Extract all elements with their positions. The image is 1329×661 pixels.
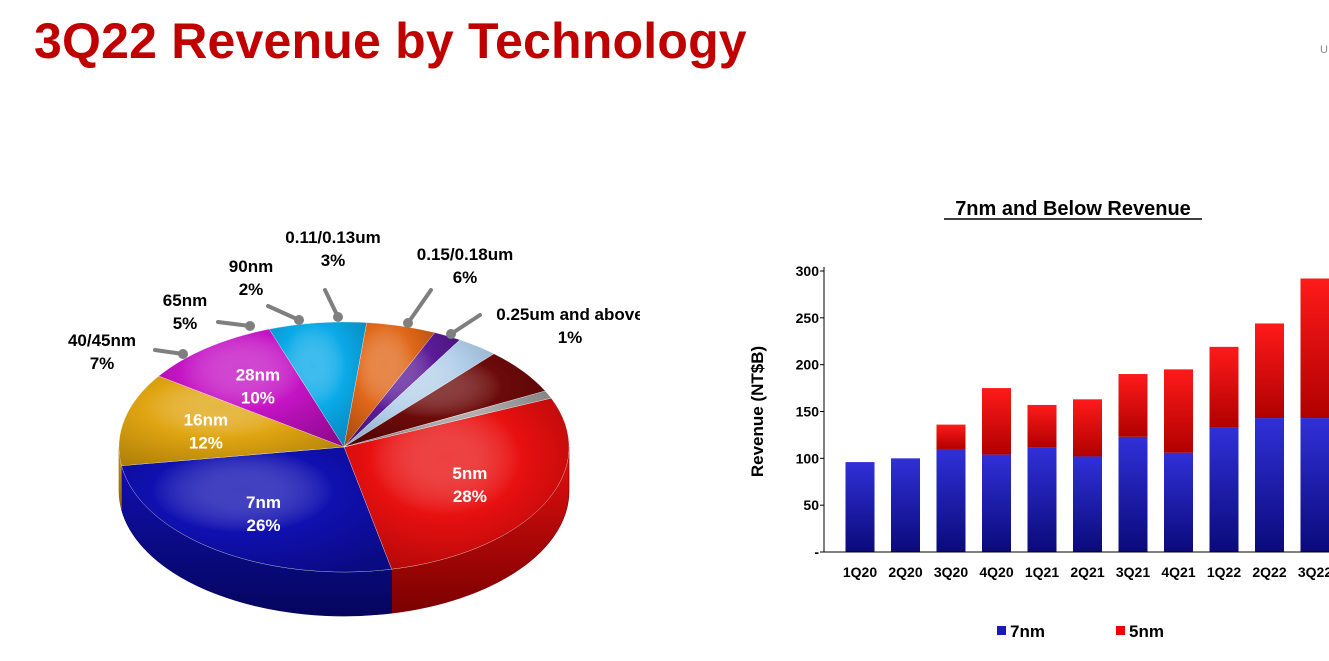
bar-7nm-2q20 bbox=[891, 458, 920, 552]
x-tick-label: 2Q20 bbox=[888, 564, 922, 580]
pie-leader-dot-0-25um-and-above bbox=[446, 329, 456, 339]
pie-leader-dot-90nm bbox=[294, 315, 304, 325]
pie-slice-shade-40-45nm bbox=[269, 322, 367, 447]
bar-7nm-4q20 bbox=[982, 454, 1011, 552]
pie-label-7nm: 7nm bbox=[246, 493, 281, 512]
pie-value-7nm: 26% bbox=[246, 516, 280, 535]
y-tick-label: 100 bbox=[796, 450, 820, 466]
pie-label-90nm: 90nm bbox=[229, 257, 273, 276]
pie-value-28nm: 10% bbox=[241, 388, 275, 407]
legend-swatch-7nm bbox=[997, 626, 1006, 635]
pie-value-16nm: 12% bbox=[189, 433, 223, 452]
pie-value-0-15-0-18um: 6% bbox=[453, 268, 478, 287]
pie-value-40-45nm: 7% bbox=[90, 354, 115, 373]
bars bbox=[845, 278, 1329, 552]
bar-5nm-3q22 bbox=[1300, 278, 1329, 419]
pie-slice-shade-65nm bbox=[344, 322, 435, 447]
bar-7nm-3q22 bbox=[1300, 418, 1329, 552]
x-tick-label: 1Q20 bbox=[843, 564, 877, 580]
corner-mark: U bbox=[1320, 44, 1328, 56]
pie-label-65nm: 65nm bbox=[163, 291, 207, 310]
pie-value-5nm: 28% bbox=[453, 487, 487, 506]
revenue-by-technology-pie-chart: 5nm 28% 7nm 26% 16nm 12% 28nm 10% 40/45nm 7% 65nm 5… bbox=[68, 228, 640, 617]
pie-slice-shade-28nm bbox=[158, 329, 344, 447]
pie-label-40-45nm: 40/45nm bbox=[68, 331, 136, 350]
bar-5nm-2q22 bbox=[1255, 323, 1284, 419]
pie-slice-shade-16nm bbox=[119, 376, 344, 466]
legend-label-7nm: 7nm bbox=[1010, 622, 1045, 641]
x-tick-label: 3Q22 bbox=[1298, 564, 1329, 580]
pie-value-90nm: 2% bbox=[239, 280, 264, 299]
pie-leader-dot-40-45nm bbox=[178, 349, 188, 359]
pie-label-5nm: 5nm bbox=[452, 464, 487, 483]
pie-slice-shade-90nm bbox=[344, 332, 460, 447]
pie-leader-90nm bbox=[266, 304, 301, 322]
pie-value-0-11-0-13um: 3% bbox=[321, 251, 346, 270]
x-tick-label: 2Q22 bbox=[1252, 564, 1286, 580]
pie-slice-shade-0-11-0-13um bbox=[344, 339, 494, 447]
y-tick-label: 300 bbox=[796, 263, 820, 279]
x-tick-label: 1Q22 bbox=[1207, 564, 1241, 580]
x-tick-label: 3Q21 bbox=[1116, 564, 1150, 580]
pie-leader-0-15-0-18um bbox=[406, 288, 433, 325]
bar-7nm-4q21 bbox=[1164, 452, 1193, 552]
bar-7nm-2q21 bbox=[1073, 456, 1102, 552]
bar-7nm-2q22 bbox=[1255, 418, 1284, 552]
bar-5nm-3q21 bbox=[1118, 374, 1148, 437]
pie-slice-shade-5nm bbox=[344, 398, 569, 570]
pie-label-16nm: 16nm bbox=[184, 410, 228, 429]
page-title: 3Q22 Revenue by Technology bbox=[34, 13, 747, 69]
y-axis-label: Revenue (NT$B) bbox=[748, 346, 767, 477]
x-tick-label: 3Q20 bbox=[934, 564, 968, 580]
bar-5nm-4q20 bbox=[982, 388, 1011, 455]
bar-5nm-4q21 bbox=[1164, 369, 1193, 453]
pie-label-28nm: 28nm bbox=[236, 365, 280, 384]
pie-value-0-25um-and-above: 1% bbox=[558, 328, 583, 347]
x-tick-label: 1Q21 bbox=[1025, 564, 1059, 580]
pie-value-65nm: 5% bbox=[173, 314, 198, 333]
x-tick-label: 4Q21 bbox=[1161, 564, 1195, 580]
legend-label-5nm: 5nm bbox=[1129, 622, 1164, 641]
pie-leader-dot-0-11-0-13um bbox=[333, 312, 343, 322]
y-tick-label: 200 bbox=[796, 357, 820, 373]
seven-nm-and-below-bar-chart: 7nm and Below Revenue Revenue (NT$B) - 50 10… bbox=[748, 198, 1329, 641]
pie-top-faces bbox=[118, 321, 570, 573]
bar-5nm-1q21 bbox=[1027, 404, 1057, 448]
bar-5nm-1q22 bbox=[1209, 346, 1239, 428]
pie-leader-0-25um-and-above bbox=[449, 313, 482, 336]
pie-leader-dot-65nm bbox=[245, 321, 255, 331]
x-tick-label: 2Q21 bbox=[1070, 564, 1104, 580]
pie-slice-shade-0-25um-and-above bbox=[344, 391, 552, 447]
pie-label-0-11-0-13um: 0.11/0.13um bbox=[285, 228, 380, 247]
pie-slice-shade-0-15-0-18um bbox=[344, 353, 546, 447]
bar-5nm-2q21 bbox=[1073, 399, 1102, 457]
pie-label-0-25um-and-above: 0.25um and above bbox=[496, 305, 640, 324]
y-tick-label: 150 bbox=[796, 404, 820, 420]
bar-5nm-3q20 bbox=[936, 424, 966, 449]
pie-slice-shade-7nm bbox=[121, 447, 392, 572]
bar-7nm-1q20 bbox=[845, 462, 875, 552]
bar-7nm-1q22 bbox=[1209, 427, 1239, 552]
bar-chart-title: 7nm and Below Revenue bbox=[955, 198, 1191, 220]
pie-leader-65nm bbox=[216, 320, 252, 328]
x-tick-label: 4Q20 bbox=[979, 564, 1013, 580]
y-tick-label: - bbox=[814, 544, 819, 560]
pie-leader-dot-0-15-0-18um bbox=[403, 318, 413, 328]
y-tick-label: 250 bbox=[796, 310, 820, 326]
bar-7nm-3q20 bbox=[936, 448, 966, 552]
bar-7nm-1q21 bbox=[1027, 447, 1057, 552]
pie-label-0-15-0-18um: 0.15/0.18um bbox=[417, 245, 513, 264]
legend-swatch-5nm bbox=[1116, 626, 1125, 635]
bar-7nm-3q21 bbox=[1118, 436, 1148, 552]
pie-labels: 5nm 28% 7nm 26% 16nm 12% 28nm 10% 40/45nm 7% 65nm 5… bbox=[68, 228, 640, 535]
y-tick-label: 50 bbox=[803, 497, 819, 513]
